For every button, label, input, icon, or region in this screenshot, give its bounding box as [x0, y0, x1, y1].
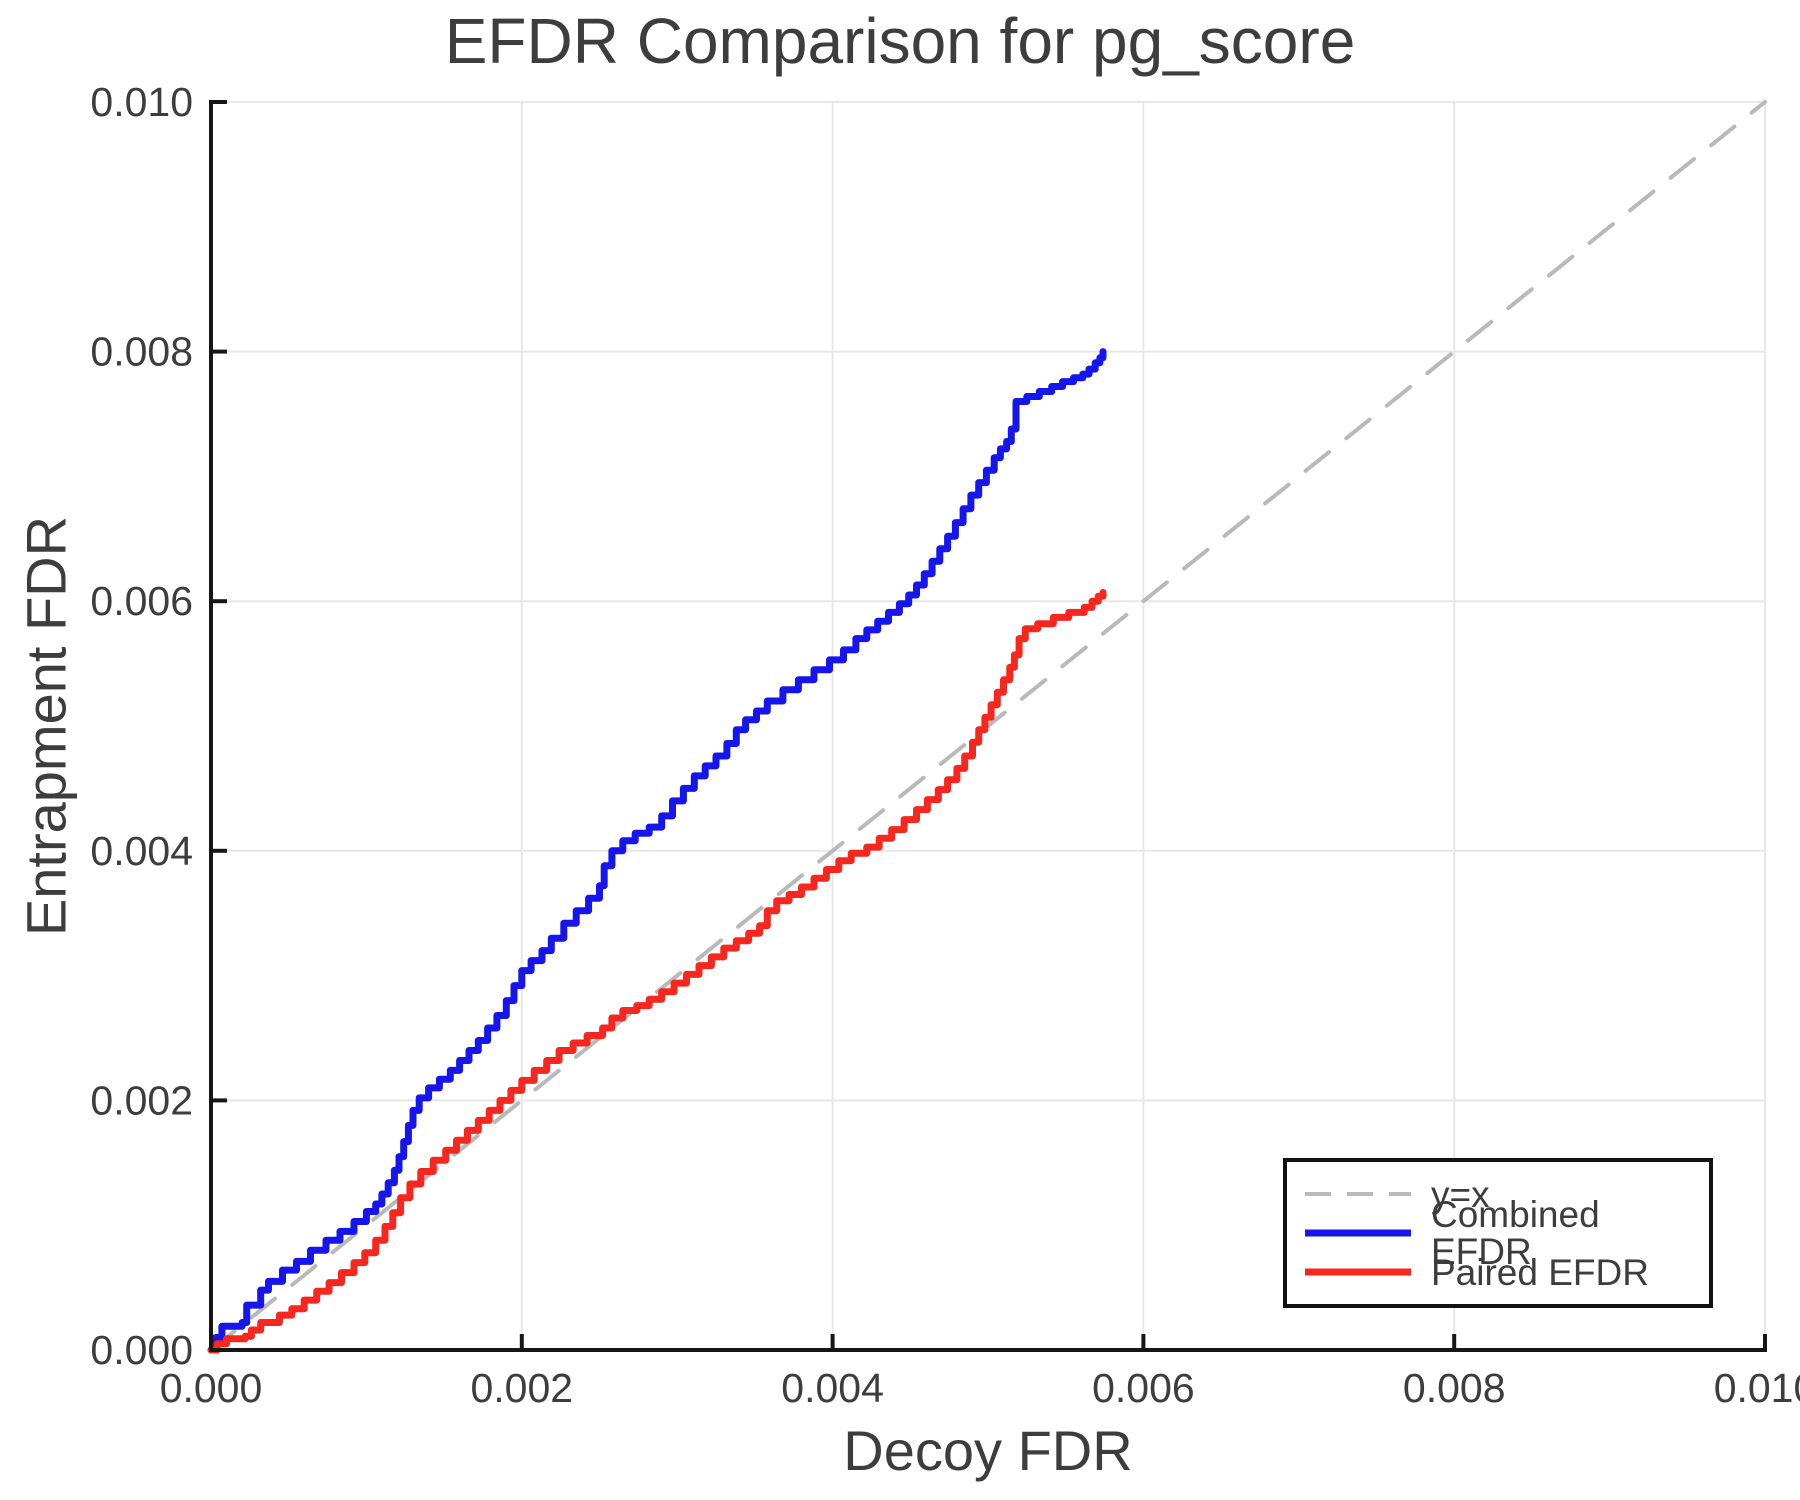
- x-tick-label: 0.010: [1714, 1365, 1800, 1411]
- x-axis-label: Decoy FDR: [843, 1419, 1133, 1482]
- y-tick-label: 0.006: [90, 578, 193, 624]
- legend-entry-combined: Combined EFDR: [1303, 1196, 1709, 1270]
- x-tick-label: 0.006: [1092, 1365, 1195, 1411]
- dashed-line-swatch: [1305, 1192, 1411, 1196]
- y-tick-label: 0.000: [90, 1327, 193, 1373]
- tick-labels: 0.000 0.002 0.004 0.006 0.008 0.010 0.000 0.002…: [90, 79, 1800, 1411]
- legend-entry-reference: y=x: [1303, 1175, 1709, 1214]
- series-lines: [207, 100, 1767, 1354]
- y-tick-label: 0.008: [90, 329, 193, 375]
- legend-label-paired: Paired EFDR: [1431, 1251, 1649, 1293]
- paired-efdr-line: [207, 589, 1107, 1354]
- legend-label-reference: y=x: [1431, 1173, 1490, 1215]
- x-tick-label: 0.002: [470, 1365, 573, 1411]
- legend: y=x Combined EFDR Paired EFDR: [1283, 1158, 1713, 1308]
- x-tick-label: 0.004: [781, 1365, 884, 1411]
- y-tick-label: 0.002: [90, 1077, 193, 1123]
- y-axis-label: Entrapment FDR: [14, 515, 78, 937]
- y-tick-label: 0.004: [90, 828, 193, 874]
- red-line-swatch: [1305, 1268, 1411, 1276]
- legend-label-combined: Combined EFDR: [1431, 1194, 1600, 1272]
- chart-title: EFDR Comparison for pg_score: [444, 5, 1356, 77]
- x-tick-label: 0.008: [1403, 1365, 1506, 1411]
- y-tick-label: 0.010: [90, 79, 193, 125]
- blue-line-swatch: [1305, 1229, 1411, 1237]
- axes: [209, 100, 1767, 1352]
- legend-entry-paired: Paired EFDR: [1303, 1253, 1709, 1292]
- combined-efdr-line: [207, 348, 1107, 1354]
- x-tick-label: 0.000: [160, 1365, 263, 1411]
